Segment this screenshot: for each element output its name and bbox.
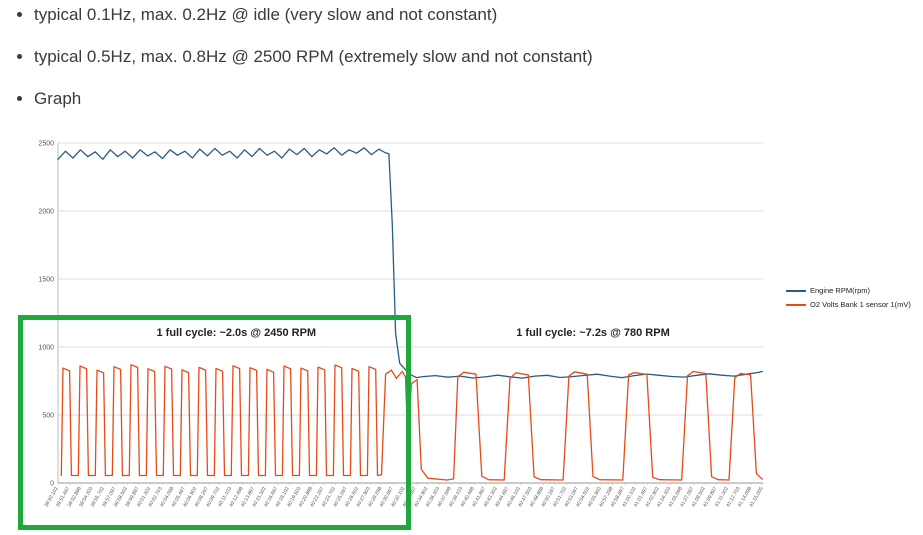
bullet-list: typical 0.1Hz, max. 0.2Hz @ idle (very s… bbox=[12, 6, 593, 132]
legend-label-engine-rpm: Engine RPM(rpm) bbox=[810, 286, 871, 295]
svg-text:0: 0 bbox=[50, 481, 54, 488]
bullet-item-idle-frequency: typical 0.1Hz, max. 0.2Hz @ idle (very s… bbox=[34, 6, 593, 23]
svg-text:2500: 2500 bbox=[38, 141, 54, 148]
bullet-item-graph: Graph bbox=[34, 90, 593, 107]
svg-text:500: 500 bbox=[42, 413, 54, 420]
chart: 0 500 1000 1500 2000 2500 39:50.102 39:51.497 39… bbox=[28, 133, 778, 535]
legend-label-o2-volts: O2 Volts Bank 1 sensor 1(mV) bbox=[810, 300, 911, 309]
svg-text:1 full cycle: ~7.2s @ 780 RPM: 1 full cycle: ~7.2s @ 780 RPM bbox=[516, 327, 670, 339]
svg-text:2000: 2000 bbox=[38, 209, 54, 216]
chart-legend: Engine RPM(rpm) O2 Volts Bank 1 sensor 1… bbox=[786, 286, 911, 309]
bullet-item-2500rpm-frequency: typical 0.5Hz, max. 0.8Hz @ 2500 RPM (ex… bbox=[34, 48, 593, 65]
svg-text:1000: 1000 bbox=[38, 345, 54, 352]
legend-item-o2-volts: O2 Volts Bank 1 sensor 1(mV) bbox=[786, 300, 911, 309]
chart-svg: 0500100015002000250039:50.10239:51.49739… bbox=[38, 141, 764, 509]
engine-rpm-line-swatch bbox=[786, 289, 806, 292]
svg-text:1500: 1500 bbox=[38, 277, 54, 284]
legend-item-engine-rpm: Engine RPM(rpm) bbox=[786, 286, 911, 295]
o2-volts-line-swatch bbox=[786, 303, 806, 306]
svg-text:1 full cycle: ~2.0s @ 2450 RPM: 1 full cycle: ~2.0s @ 2450 RPM bbox=[156, 327, 316, 339]
